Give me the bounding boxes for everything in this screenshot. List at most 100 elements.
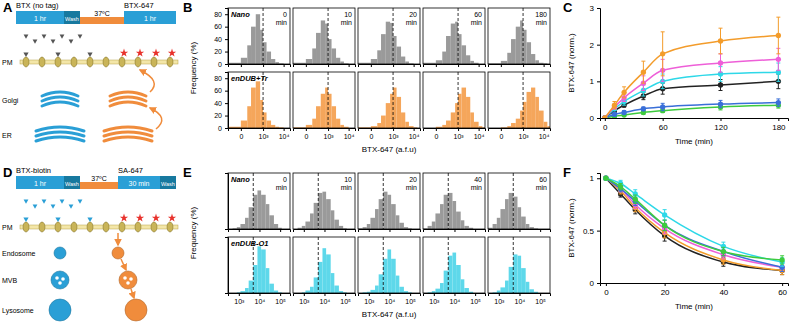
- receptor: [87, 57, 93, 67]
- facet-label-part: 40: [474, 176, 482, 183]
- facet-frame: [358, 237, 420, 293]
- hist-bar: [321, 94, 325, 128]
- facet: Nano0min: [225, 173, 291, 232]
- cisterna: [36, 127, 84, 131]
- tick-label: 0: [590, 114, 595, 123]
- panel: C0601201800123BTX-647 (norm.)Time (min): [563, 0, 789, 146]
- tick-label: 10⁴: [515, 298, 526, 305]
- receptor: [167, 57, 173, 67]
- hist-bar: [531, 88, 535, 128]
- facet-label-part: min: [341, 19, 352, 26]
- tick-label: 120: [714, 123, 728, 132]
- axis: 020406080: [214, 73, 228, 132]
- intraluminal-vesicle: [55, 276, 59, 280]
- tick: [499, 229, 500, 232]
- hist-bar: [321, 20, 325, 64]
- tick-mark: [540, 293, 541, 296]
- hist-bar: [240, 224, 245, 229]
- tick-label: 40: [719, 288, 728, 297]
- tick-label: 10³: [259, 133, 270, 140]
- tick-label: 1: [590, 174, 595, 183]
- tick-label: 180: [772, 123, 786, 132]
- tick: [540, 229, 541, 232]
- hist-bar: [452, 201, 456, 229]
- tick-mark: [499, 293, 500, 296]
- error-bar: [719, 100, 723, 107]
- hist-bar: [383, 192, 387, 229]
- panel-letter: F: [563, 165, 571, 180]
- vesicle: [112, 247, 124, 259]
- timeline-segment: [80, 182, 118, 189]
- marks: [228, 8, 284, 64]
- tick: 0: [590, 114, 600, 123]
- hist-bar: [511, 39, 516, 64]
- toxin: [69, 40, 74, 44]
- cisterna: [104, 127, 152, 131]
- tick: 60: [214, 23, 228, 30]
- compartment-label: Endosome: [2, 250, 36, 257]
- tick-mark: [328, 128, 329, 131]
- axis-line: [359, 230, 421, 233]
- point: [718, 101, 723, 106]
- hist-bar: [314, 277, 319, 293]
- tick-label: 0: [603, 123, 608, 132]
- marks: [293, 8, 349, 64]
- hist-bar: [527, 42, 531, 64]
- tick-mark: [306, 128, 307, 131]
- hist-bar: [393, 88, 396, 128]
- axis: [424, 64, 486, 67]
- hist-bar: [516, 27, 520, 64]
- facet: 10min: [293, 8, 356, 67]
- facet: 10³10⁴10⁵: [358, 237, 421, 305]
- hist-bar: [432, 222, 436, 229]
- hist-bar: [520, 111, 523, 128]
- panel: D1 hrWash37ºC30 minWashBTX-biotinSA-647P…: [2, 165, 178, 321]
- hist-bar: [451, 24, 455, 64]
- tick: 20: [661, 283, 670, 297]
- facet-label: 20min: [406, 176, 417, 191]
- tick: 1: [590, 77, 600, 86]
- axis-line: [359, 65, 421, 68]
- tick-mark: [414, 128, 415, 131]
- point: [660, 51, 665, 56]
- error-bar: [780, 256, 784, 264]
- tick-mark: [436, 128, 437, 131]
- row-label: Nano: [231, 175, 250, 184]
- hist-bar: [332, 48, 336, 64]
- hist-bar: [531, 54, 535, 64]
- facet: 20min: [358, 173, 421, 232]
- facet-label: 60min: [536, 176, 547, 191]
- tick-mark: [225, 78, 228, 79]
- tick: 10³: [234, 293, 245, 305]
- facet-label-part: 60: [474, 11, 482, 18]
- tick-mark: [280, 229, 281, 232]
- hist-bar: [390, 94, 393, 128]
- hist-bar: [314, 203, 319, 229]
- axis-line: [489, 294, 551, 297]
- cisterna: [110, 92, 146, 96]
- hist-bar: [261, 249, 266, 293]
- tick: 40: [214, 36, 228, 43]
- tick-mark: [414, 64, 415, 67]
- receptor: [23, 222, 29, 232]
- facet-frame: [423, 237, 485, 293]
- hist-bar: [435, 289, 440, 293]
- axis: 010³10⁴: [359, 128, 421, 140]
- marks: [358, 8, 414, 64]
- hist-bar: [444, 195, 449, 229]
- marks: [488, 173, 538, 229]
- tick: 10⁴: [385, 293, 396, 305]
- facet: 10³10⁴10⁵enDUB-O1: [225, 237, 291, 305]
- facet-frame: [488, 173, 550, 229]
- receptor: [55, 222, 61, 232]
- hist-bar: [377, 123, 381, 128]
- tick: [436, 64, 437, 67]
- tick-label: 80: [214, 75, 222, 82]
- cisterna: [42, 97, 78, 101]
- tick-mark: [501, 128, 502, 131]
- axis: [489, 229, 551, 232]
- label-star: [120, 214, 128, 222]
- marks: [501, 72, 550, 128]
- step-label: Wash: [161, 181, 175, 187]
- receptor: [39, 222, 45, 232]
